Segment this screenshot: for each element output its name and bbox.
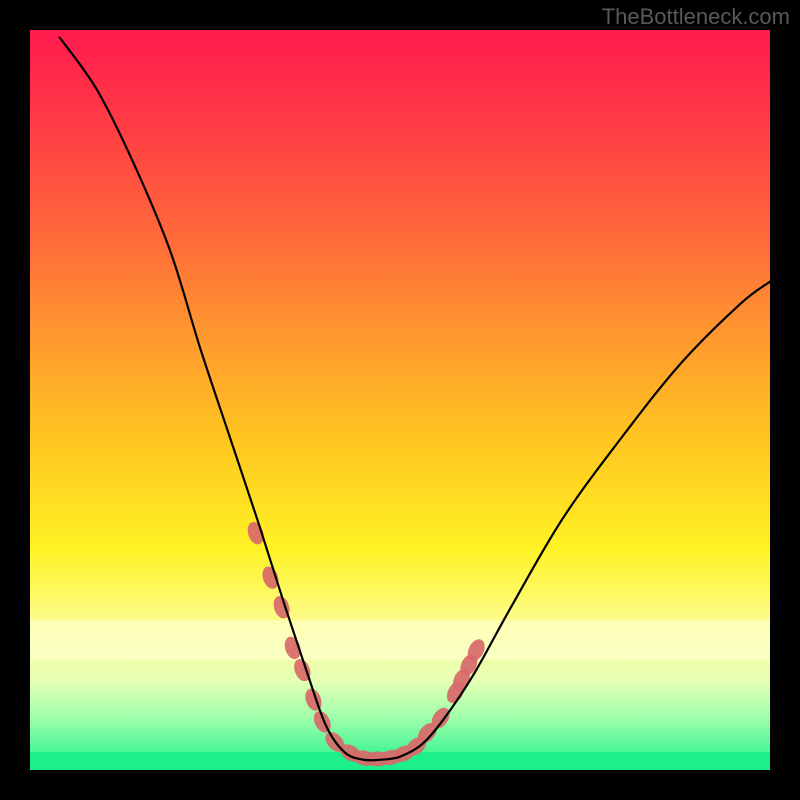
watermark-text: TheBottleneck.com (602, 4, 790, 30)
bottleneck-chart-svg (0, 0, 800, 800)
chart-container: TheBottleneck.com (0, 0, 800, 800)
pale-highlight-band (30, 620, 770, 660)
